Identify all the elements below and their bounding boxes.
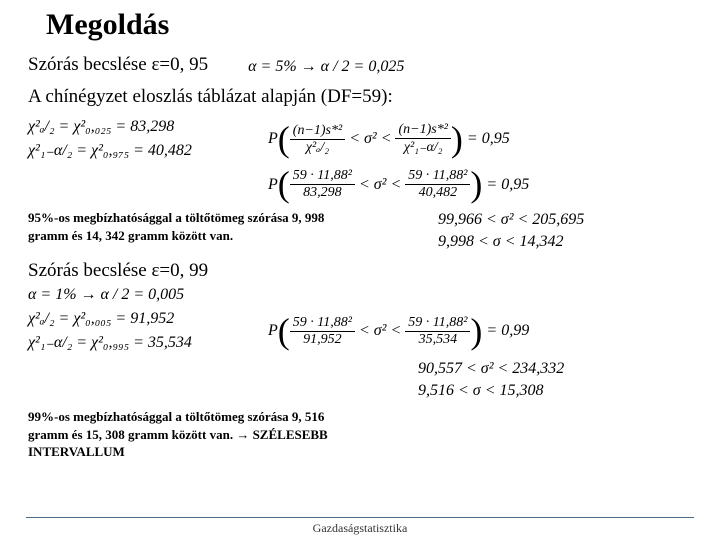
chi-b-formula: χ²₁₋α/₂ = χ²₀,₉₇₅ = 40,482 [28, 140, 228, 160]
range95b: 9,998 < σ < 14,342 [438, 233, 584, 251]
chi-d-formula: χ²₁₋α/₂ = χ²₀,₉₉₅ = 35,534 [28, 332, 228, 352]
alpha-99-formula: α = 1% → α / 2 = 0,005 [28, 286, 692, 304]
p-main-formula: P ( (n−1)s*²χ²ₐ/₂ < σ² < (n−1)s*²χ²₁₋α/₂… [268, 122, 510, 156]
footer-divider [26, 517, 694, 518]
range99a: 90,557 < σ² < 234,332 [418, 360, 564, 378]
p95-calc-formula: P ( 59 · 11,88²83,298 < σ² < 59 · 11,88²… [268, 168, 529, 201]
note-99: 99%-os megbízhatósággal a töltőtömeg szó… [28, 408, 368, 461]
chi-c-formula: χ²ₐ/₂ = χ²₀,₀₀₅ = 91,952 [28, 310, 228, 328]
footer-text: Gazdaságstatisztika [0, 521, 720, 536]
chi-table-label: A chínégyzet eloszlás táblázat alapján (… [28, 86, 692, 108]
subtitle-99: Szórás becslése ε=0, 99 [28, 260, 692, 282]
range95a: 99,966 < σ² < 205,695 [438, 211, 584, 229]
p99-calc-formula: P ( 59 · 11,88²91,952 < σ² < 59 · 11,88²… [268, 315, 529, 348]
subtitle-95: Szórás becslése ε=0, 95 [28, 54, 208, 76]
note-95: 95%-os megbízhatósággal a töltőtömeg szó… [28, 209, 338, 244]
chi-a-formula: χ²ₐ/₂ = χ²₀,₀₂₅ = 83,298 [28, 118, 228, 136]
alpha-95-formula: α = 5% → α / 2 = 0,025 [248, 58, 404, 76]
page-title: Megoldás [46, 8, 692, 42]
range99b: 9,516 < σ < 15,308 [418, 382, 564, 400]
